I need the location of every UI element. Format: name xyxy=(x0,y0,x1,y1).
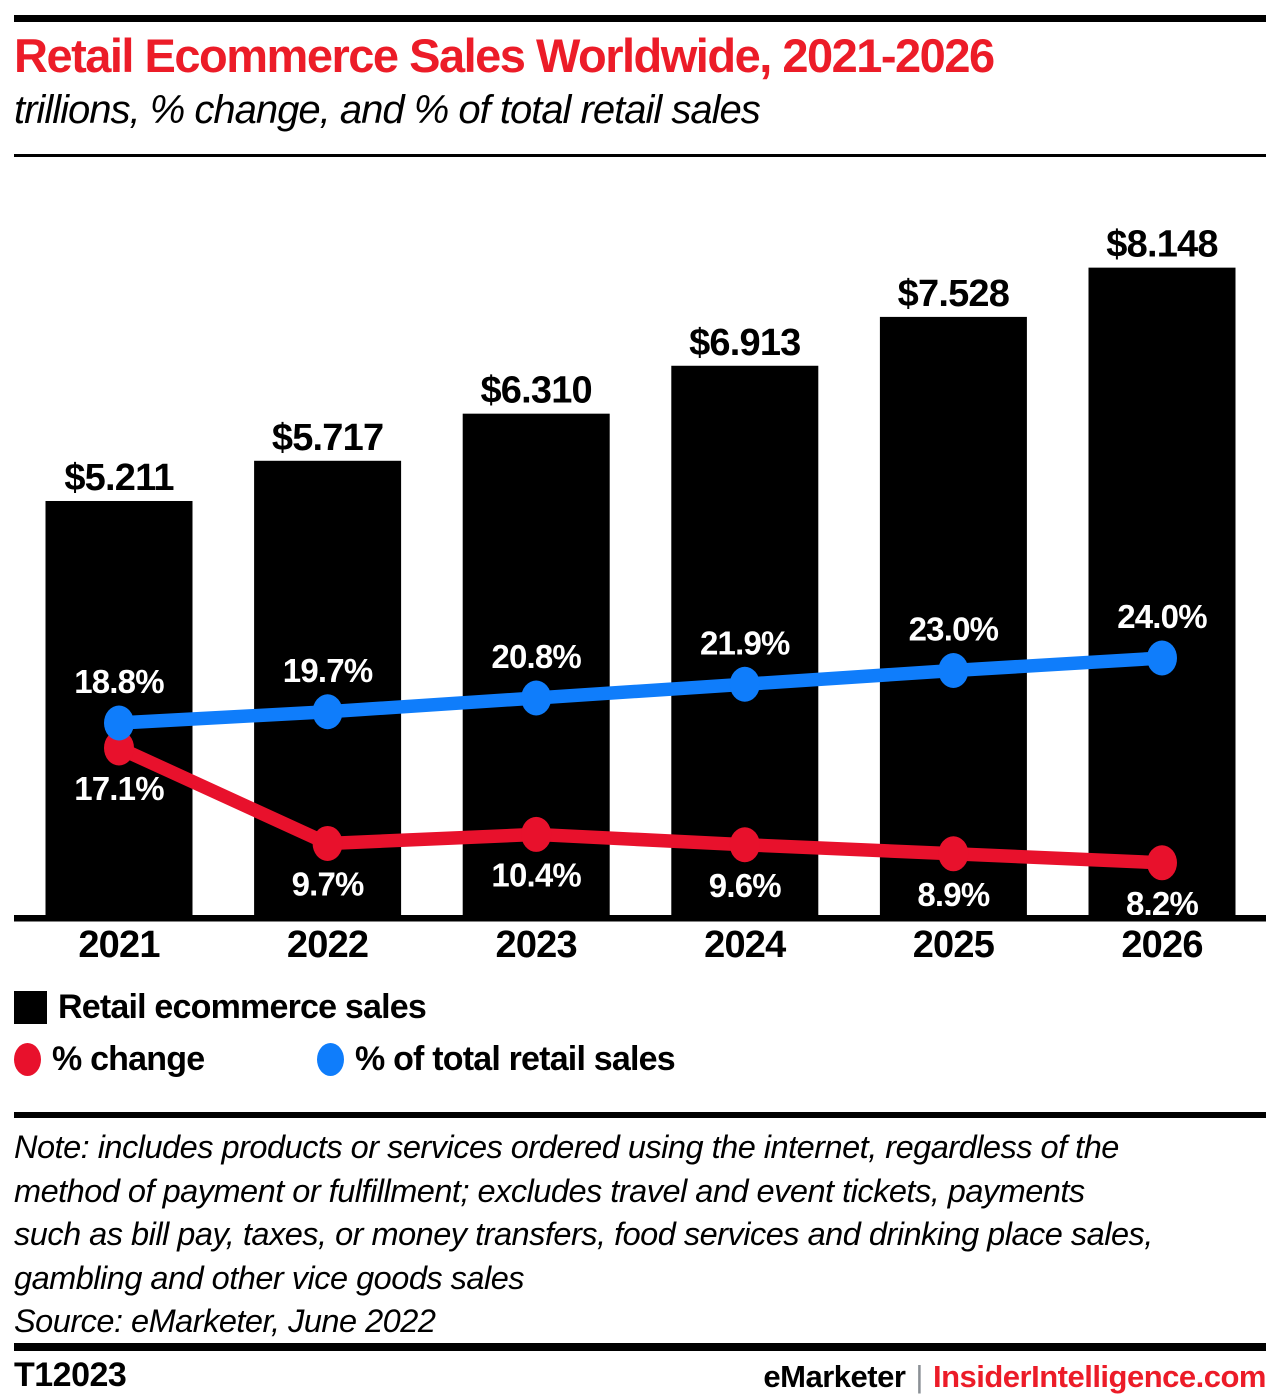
pct-change-label-2023: 10.4% xyxy=(491,856,581,893)
pct-of-retail-label-2025: 23.0% xyxy=(909,611,999,648)
bar-value-label-2024: $6.913 xyxy=(689,322,800,364)
x-axis-line xyxy=(14,915,1266,922)
bar-value-label-2026: $8.148 xyxy=(1106,224,1217,266)
note-line: method of payment or fulfillment; exclud… xyxy=(14,1172,1085,1209)
pct-change-label-2021: 17.1% xyxy=(74,770,164,807)
bar-value-label-2023: $6.310 xyxy=(480,370,591,412)
legend-row-2-share: % of total retail sales xyxy=(317,1040,676,1079)
page-title: Retail Ecommerce Sales Worldwide, 2021-2… xyxy=(14,29,995,82)
emarketer-wordmark: eMarketer xyxy=(763,1359,906,1394)
bar-series-swatch xyxy=(14,991,47,1024)
pct-of-retail-label-2023: 20.8% xyxy=(491,638,581,675)
header-rule xyxy=(14,154,1266,157)
pct-of-retail-marker-2023 xyxy=(521,680,552,716)
pct-change-line xyxy=(112,741,1169,870)
footer-rule xyxy=(14,1343,1266,1351)
year-label-2022: 2022 xyxy=(287,924,368,966)
legend-label-bars: Retail ecommerce sales xyxy=(58,988,427,1026)
pct-change-label-2022: 9.7% xyxy=(292,865,364,902)
note-block: Note: includes products or services orde… xyxy=(14,1126,1153,1344)
note-line: such as bill pay, taxes, or money transf… xyxy=(14,1216,1153,1252)
pct-change-marker-2023 xyxy=(521,816,552,852)
year-label-2025: 2025 xyxy=(913,924,995,966)
pct-of-retail-marker-2026 xyxy=(1147,640,1177,676)
pct-of-retail-marker-2022 xyxy=(312,694,343,730)
year-label-2023: 2023 xyxy=(496,924,577,966)
pct-change-label-2024: 9.6% xyxy=(709,867,781,904)
footer-divider: | xyxy=(915,1359,923,1394)
page-subtitle: trillions, % change, and % of total reta… xyxy=(14,88,761,132)
pct-of-retail-line xyxy=(112,651,1169,730)
bar-value-label-2022: $5.717 xyxy=(272,417,383,459)
pct-of-retail-marker-2024 xyxy=(729,666,760,702)
legend-row-1: Retail ecommerce sales xyxy=(14,988,427,1027)
top-rule xyxy=(14,15,1266,22)
pct-of-retail-label-2022: 19.7% xyxy=(283,652,373,689)
pct-of-retail-label-2021: 18.8% xyxy=(74,663,164,700)
pct-of-retail-label-2024: 21.9% xyxy=(700,624,790,661)
note-line: gambling and other vice goods sales xyxy=(14,1259,525,1296)
note-rule xyxy=(14,1112,1266,1118)
pct-of-retail-label-2026: 24.0% xyxy=(1117,598,1207,635)
pct-change-marker-2024 xyxy=(729,827,760,863)
bar-value-label-2021: $5.211 xyxy=(64,457,174,499)
bar-value-label-2025: $7.528 xyxy=(898,273,1009,315)
bar-2025 xyxy=(879,316,1027,921)
legend-label-pct-change: % change xyxy=(52,1040,205,1078)
legend-label-pct-of-retail: % of total retail sales xyxy=(355,1040,676,1078)
source-line: Source: eMarketer, June 2022 xyxy=(14,1303,436,1339)
legend-row-2-change: % change xyxy=(14,1040,205,1079)
year-label-2026: 2026 xyxy=(1121,924,1202,966)
year-label-2021: 2021 xyxy=(78,924,160,966)
pct-change-swatch xyxy=(14,1043,41,1076)
bar-2026 xyxy=(1088,267,1236,922)
pct-change-marker-2025 xyxy=(938,836,969,872)
chart-id: T12023 xyxy=(14,1356,127,1394)
pct-of-retail-marker-2025 xyxy=(938,653,969,688)
pct-change-marker-2021 xyxy=(104,730,134,766)
footer-brand-block: eMarketer | InsiderIntelligence.com xyxy=(763,1359,1266,1395)
pct-of-retail-swatch xyxy=(317,1043,344,1076)
pct-of-retail-marker-2021 xyxy=(104,705,134,741)
chart-svg: $5.211 $5.717 $6.310 $6.913 $7.528 $8.148 18.8… xyxy=(14,224,1266,966)
pct-change-label-2025: 8.9% xyxy=(917,876,989,913)
year-label-2024: 2024 xyxy=(704,924,786,966)
pct-change-marker-2026 xyxy=(1147,845,1177,881)
insider-intelligence-link: InsiderIntelligence.com xyxy=(932,1359,1267,1394)
pct-change-marker-2022 xyxy=(312,825,343,861)
note-line: Note: includes products or services orde… xyxy=(14,1129,1119,1165)
